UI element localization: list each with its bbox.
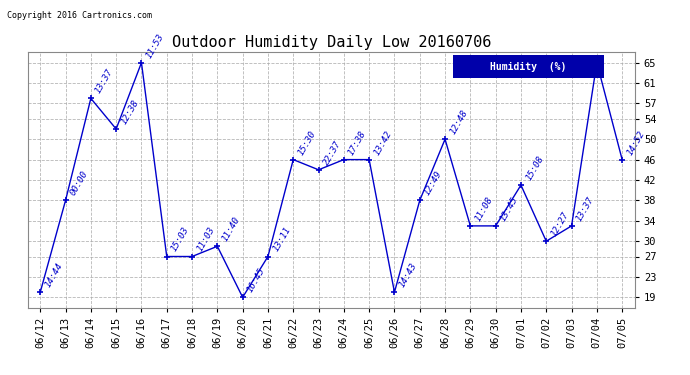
Text: 13:11: 13:11 xyxy=(271,226,293,254)
Text: 14:52: 14:52 xyxy=(625,129,647,156)
Text: 15:30: 15:30 xyxy=(296,129,317,156)
Title: Outdoor Humidity Daily Low 20160706: Outdoor Humidity Daily Low 20160706 xyxy=(172,35,491,50)
Text: 14:43: 14:43 xyxy=(397,261,419,289)
Text: 15:03: 15:03 xyxy=(170,226,191,254)
Text: 00:00: 00:00 xyxy=(68,170,90,197)
Text: 11:03: 11:03 xyxy=(195,226,217,254)
Text: 14:44: 14:44 xyxy=(43,261,65,289)
Text: 12:38: 12:38 xyxy=(119,98,141,126)
Text: 12:48: 12:48 xyxy=(448,108,469,136)
Text: 22:37: 22:37 xyxy=(322,139,343,167)
Text: 13:42: 13:42 xyxy=(372,129,393,156)
Text: 13:37: 13:37 xyxy=(575,195,596,223)
Text: 13:37: 13:37 xyxy=(94,68,115,95)
Text: 15:08: 15:08 xyxy=(524,154,545,182)
Text: 13:45: 13:45 xyxy=(499,195,520,223)
Text: 12:49: 12:49 xyxy=(423,170,444,197)
Text: 16:45: 16:45 xyxy=(246,267,267,294)
Text: Copyright 2016 Cartronics.com: Copyright 2016 Cartronics.com xyxy=(7,11,152,20)
Text: 12:27: 12:27 xyxy=(549,210,571,238)
Text: 11:40: 11:40 xyxy=(220,216,242,243)
Text: 11:53: 11:53 xyxy=(144,32,166,60)
Text: 17:38: 17:38 xyxy=(347,129,368,156)
Text: 11:08: 11:08 xyxy=(473,195,495,223)
